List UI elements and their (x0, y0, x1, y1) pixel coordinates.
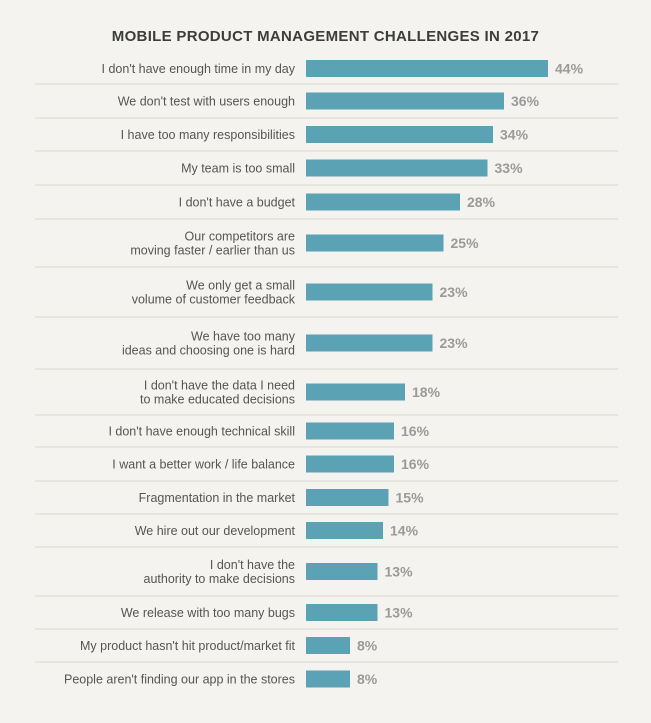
category-label: My team is too small (181, 162, 295, 176)
bar (306, 126, 493, 143)
value-label: 16% (401, 423, 430, 439)
value-label: 16% (401, 456, 430, 472)
bar (306, 522, 383, 539)
bar (306, 489, 389, 506)
bar (306, 193, 460, 211)
category-label: I want a better work / life balance (112, 458, 295, 472)
bar (306, 234, 444, 252)
bar (306, 422, 394, 440)
bar (306, 670, 350, 688)
category-label: Fragmentation in the market (139, 491, 296, 505)
bar (306, 334, 433, 352)
category-label: I don't have enough time in my day (102, 62, 296, 76)
category-label: ideas and choosing one is hard (122, 344, 295, 358)
bar (306, 283, 433, 301)
category-label: authority to make decisions (144, 572, 295, 586)
bar (306, 383, 405, 401)
value-label: 33% (495, 160, 524, 176)
chart-title: MOBILE PRODUCT MANAGEMENT CHALLENGES IN … (111, 28, 540, 45)
category-label: People aren't finding our app in the sto… (64, 673, 295, 687)
category-label: I don't have enough technical skill (108, 425, 295, 439)
category-label: We have too many (191, 330, 296, 344)
category-label: I don't have a budget (179, 196, 296, 210)
category-label: Our competitors are (185, 230, 296, 244)
value-label: 36% (511, 93, 540, 109)
value-label: 23% (440, 335, 469, 351)
bar (306, 455, 394, 473)
category-label: We hire out our development (135, 524, 296, 538)
value-label: 28% (467, 194, 496, 210)
value-label: 23% (440, 284, 469, 300)
category-label: volume of customer feedback (132, 293, 296, 307)
category-label: I have too many responsibilities (121, 128, 295, 142)
category-label: My product hasn't hit product/market fit (80, 639, 296, 653)
category-label: I don't have the (210, 558, 295, 572)
category-label: I don't have the data I need (144, 379, 295, 393)
value-label: 13% (385, 605, 414, 621)
value-label: 44% (555, 61, 584, 77)
category-label: moving faster / earlier than us (130, 244, 295, 258)
value-label: 13% (385, 564, 414, 580)
value-label: 15% (396, 490, 425, 506)
bar (306, 60, 548, 77)
value-label: 34% (500, 127, 529, 143)
bar (306, 92, 504, 110)
value-label: 14% (390, 523, 419, 539)
bar (306, 637, 350, 654)
value-label: 8% (357, 671, 378, 687)
value-label: 25% (451, 235, 480, 251)
category-label: We release with too many bugs (121, 606, 295, 620)
value-label: 18% (412, 384, 441, 400)
bar (306, 563, 378, 580)
category-label: to make educated decisions (140, 393, 295, 407)
category-label: We don't test with users enough (118, 95, 295, 109)
value-label: 8% (357, 638, 378, 654)
bar (306, 604, 378, 621)
category-label: We only get a small (186, 279, 295, 293)
bar (306, 159, 488, 177)
